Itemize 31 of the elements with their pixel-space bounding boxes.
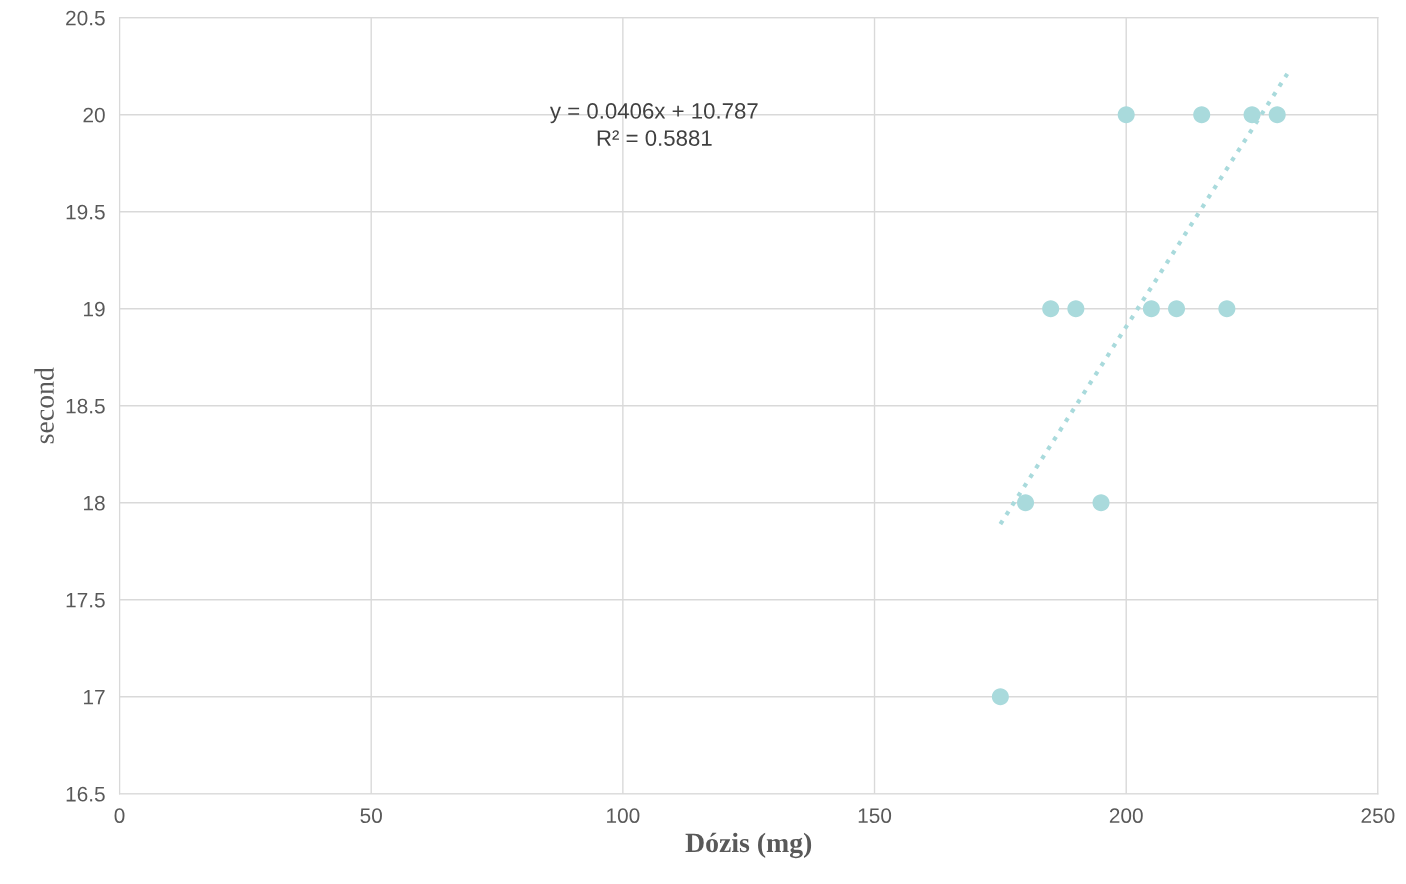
x-tick-label: 250 [1361, 808, 1395, 824]
point [1092, 494, 1110, 512]
y-axis-title: second [34, 367, 54, 444]
point [1268, 106, 1286, 124]
y-tick-label: 18.5 [66, 398, 105, 414]
point [1193, 106, 1211, 124]
point [1218, 300, 1236, 318]
y-tick-label: 16.5 [66, 786, 105, 802]
y-tick-label: 20.5 [66, 10, 105, 26]
x-tick-label: 150 [858, 808, 892, 824]
y-tick-label: 17.5 [66, 593, 105, 608]
point [1042, 300, 1060, 318]
annotation: R² = 0.5881 [597, 130, 712, 146]
x-tick-label: 0 [114, 808, 125, 824]
point [1067, 300, 1085, 318]
y-tick-label: 17 [84, 690, 105, 705]
point [1117, 106, 1135, 124]
y-tick-label: 20 [83, 107, 105, 123]
point [1142, 300, 1160, 318]
x-axis-title: Dózis (mg) [685, 832, 812, 859]
point [1168, 300, 1186, 318]
point [1017, 494, 1035, 512]
y-tick-label: 18 [84, 495, 105, 511]
x-tick-label: 50 [360, 808, 382, 824]
x-tick-label: 100 [607, 808, 640, 824]
y-tick-label: 19 [84, 301, 105, 317]
point [991, 688, 1009, 706]
x-tick-label: 200 [1109, 808, 1143, 824]
point [1243, 106, 1261, 124]
y-tick-label: 19.5 [66, 204, 105, 220]
annotation: y = 0.0406x + 10.787 [549, 103, 758, 124]
